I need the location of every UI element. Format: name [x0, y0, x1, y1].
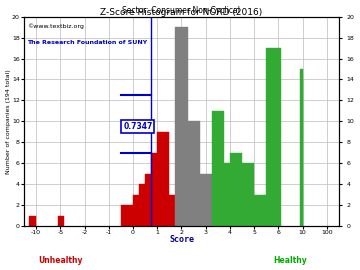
- X-axis label: Score: Score: [169, 235, 194, 244]
- Bar: [151, 153, 157, 226]
- Bar: [133, 195, 139, 226]
- Title: Z-Score Histogram for NORD (2016): Z-Score Histogram for NORD (2016): [100, 8, 262, 16]
- Bar: [212, 111, 224, 226]
- Bar: [242, 163, 254, 226]
- Text: Sector: Consumer Non-Cyclical: Sector: Consumer Non-Cyclical: [122, 6, 240, 15]
- Bar: [300, 69, 303, 226]
- Bar: [121, 205, 133, 226]
- Bar: [230, 153, 242, 226]
- Bar: [169, 195, 175, 226]
- Bar: [224, 163, 230, 226]
- Bar: [145, 174, 151, 226]
- Bar: [188, 121, 200, 226]
- Text: ©www.textbiz.org: ©www.textbiz.org: [27, 23, 84, 29]
- Bar: [58, 215, 64, 226]
- Y-axis label: Number of companies (194 total): Number of companies (194 total): [5, 69, 10, 174]
- Text: Healthy: Healthy: [274, 256, 307, 265]
- Bar: [139, 184, 145, 226]
- Bar: [29, 215, 36, 226]
- Bar: [175, 27, 188, 226]
- Text: The Research Foundation of SUNY: The Research Foundation of SUNY: [27, 40, 147, 45]
- Bar: [266, 48, 282, 226]
- Bar: [157, 132, 169, 226]
- Bar: [200, 174, 212, 226]
- Text: Unhealthy: Unhealthy: [38, 256, 82, 265]
- Text: 0.7347: 0.7347: [123, 122, 153, 131]
- Bar: [254, 195, 266, 226]
